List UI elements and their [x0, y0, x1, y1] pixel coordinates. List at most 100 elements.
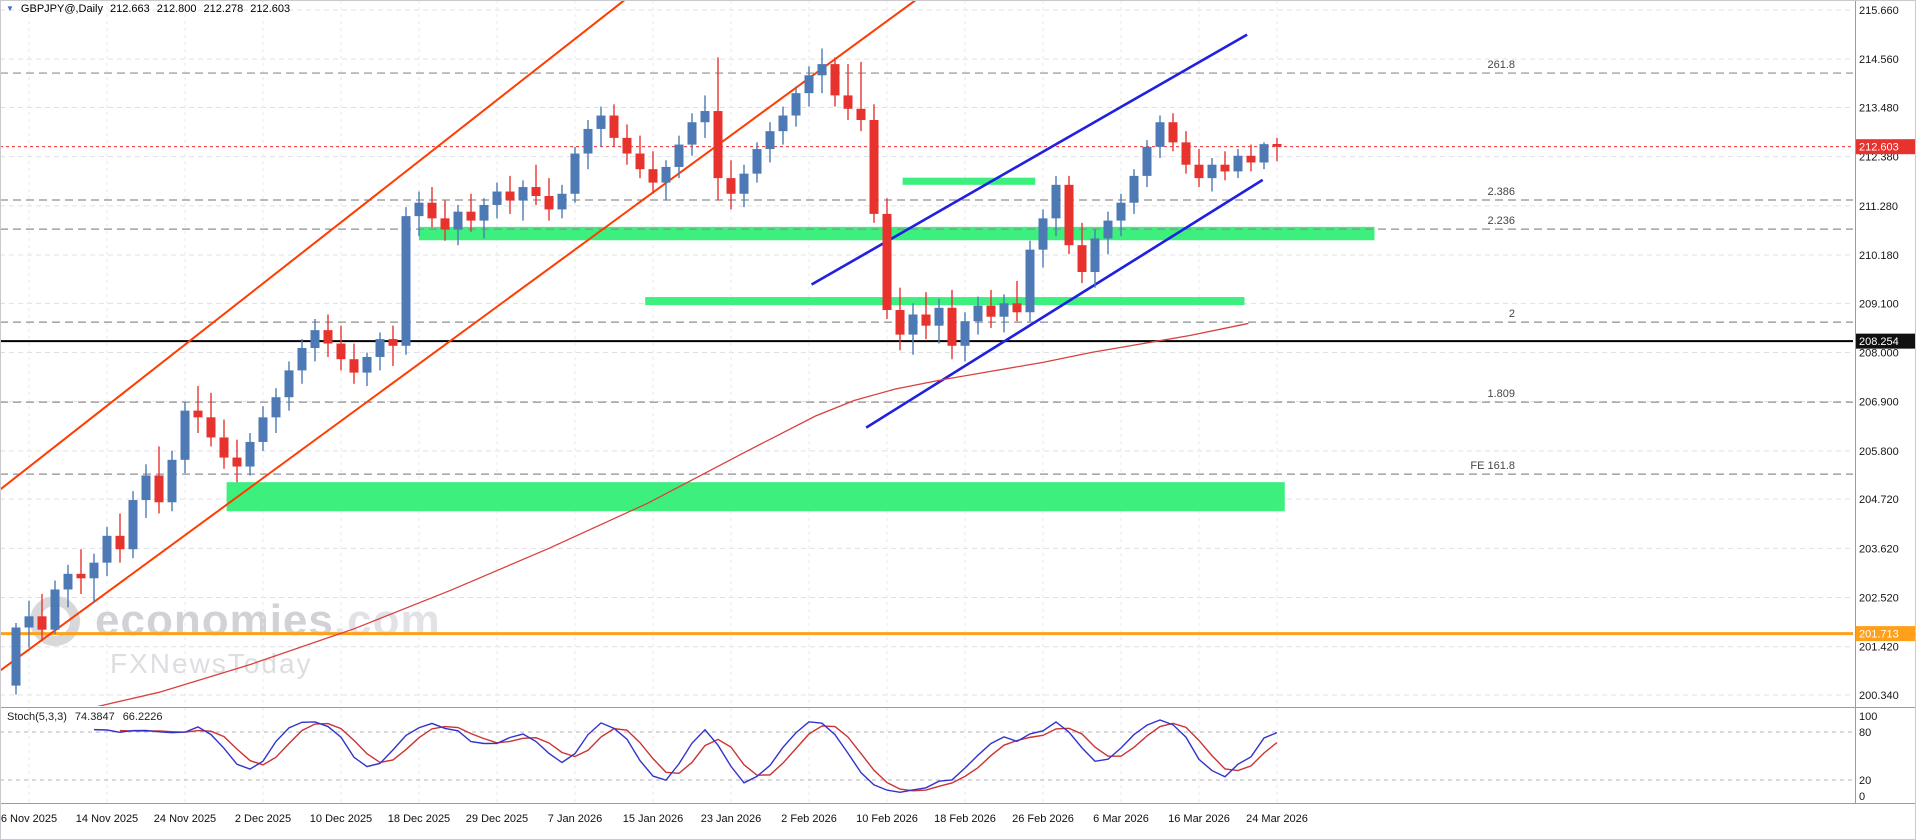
- bear-candle: [1246, 155, 1256, 163]
- bull-candle: [479, 204, 489, 221]
- bull-candle: [128, 500, 138, 550]
- price-tick-label: 210.180: [1859, 250, 1899, 262]
- bull-candle: [141, 475, 151, 501]
- green-zone[interactable]: [226, 482, 1285, 512]
- stoch-panel[interactable]: 100 80 20 0: [0, 711, 1877, 803]
- bear-candle: [388, 339, 398, 346]
- bull-candle: [960, 321, 970, 346]
- fib-level-label: FE 161.8: [1470, 460, 1515, 472]
- green-zone[interactable]: [645, 297, 1245, 306]
- date-tick-label: 10 Dec 2025: [310, 813, 372, 825]
- bull-candle: [453, 211, 463, 230]
- stoch-scale-label: 20: [1859, 775, 1871, 787]
- green-zone[interactable]: [902, 177, 1036, 185]
- bull-candle: [778, 115, 788, 132]
- price-badge-label: 201.713: [1859, 629, 1899, 641]
- stoch-scale-label: 100: [1859, 711, 1877, 723]
- bull-candle: [1129, 175, 1139, 203]
- bull-candle: [973, 305, 983, 322]
- price-tick-label: 204.720: [1859, 494, 1899, 506]
- bull-candle: [310, 330, 320, 349]
- horizontal-lines[interactable]: [0, 146, 1853, 636]
- bear-candle: [206, 417, 216, 438]
- date-tick-label: 6 Nov 2025: [1, 813, 57, 825]
- bear-candle: [505, 191, 515, 201]
- bull-candle: [50, 589, 60, 630]
- bull-candle: [1103, 220, 1113, 239]
- symbol-dropdown-icon[interactable]: ▼: [6, 4, 14, 13]
- date-tick-label: 29 Dec 2025: [466, 813, 528, 825]
- bear-candle: [856, 108, 866, 120]
- date-tick-label: 16 Mar 2026: [1168, 813, 1230, 825]
- bear-candle: [466, 211, 476, 221]
- green-zone[interactable]: [419, 226, 1375, 241]
- bear-candle: [622, 137, 632, 154]
- price-axis[interactable]: 215.660 214.560 213.480 212.380 211.280 210.1…: [1856, 5, 1915, 702]
- bull-candle: [661, 166, 671, 183]
- date-tick-label: 14 Nov 2025: [76, 813, 138, 825]
- blue-trendline[interactable]: [865, 178, 1264, 429]
- bull-candle: [89, 562, 99, 579]
- price-tick-label: 212.380: [1859, 152, 1899, 164]
- bull-candle: [1142, 146, 1152, 176]
- bull-candle: [11, 627, 21, 686]
- bull-candle: [583, 128, 593, 154]
- date-tick-label: 2 Feb 2026: [781, 813, 837, 825]
- date-tick-label: 23 Jan 2026: [701, 813, 762, 825]
- fib-level-label: 261.8: [1487, 59, 1515, 71]
- fib-level-label: 1.809: [1487, 388, 1515, 400]
- bull-candle: [1038, 218, 1048, 250]
- bear-candle: [947, 307, 957, 346]
- ohlc-close: 212.603: [250, 3, 291, 15]
- date-tick-label: 7 Jan 2026: [548, 813, 602, 825]
- trend-channels[interactable]: [0, 0, 1264, 672]
- bear-candle: [986, 305, 996, 317]
- date-tick-label: 10 Feb 2026: [856, 813, 918, 825]
- bear-candle: [349, 359, 359, 373]
- date-axis[interactable]: 6 Nov 2025 14 Nov 2025 24 Nov 2025 2 Dec 20…: [1, 813, 1308, 825]
- bull-candle: [102, 535, 112, 563]
- bull-candle: [245, 441, 255, 467]
- bull-candle: [375, 339, 385, 357]
- bull-candle: [687, 122, 697, 145]
- red-trendline[interactable]: [0, 0, 626, 491]
- bear-candle: [843, 95, 853, 109]
- bull-candle: [700, 111, 710, 123]
- bear-candle: [336, 343, 346, 360]
- price-badge: [1856, 626, 1915, 642]
- bear-candle: [544, 196, 554, 210]
- bear-candle: [1194, 164, 1204, 179]
- red-trendline[interactable]: [0, 0, 917, 672]
- bull-candle: [1259, 144, 1269, 163]
- bull-candle: [908, 314, 918, 335]
- ohlc-open: 212.663: [110, 3, 150, 15]
- bear-candle: [713, 111, 723, 179]
- date-tick-label: 24 Mar 2026: [1246, 813, 1308, 825]
- watermark-brand-text: economies: [95, 596, 334, 645]
- bear-candle: [1220, 164, 1230, 172]
- bear-candle: [323, 330, 333, 344]
- watermark: economies.com FXNewsToday: [30, 596, 441, 680]
- stoch-indicator-label: Stoch(5,3,3) 74.3847 66.2226: [7, 711, 162, 723]
- stoch-name: Stoch(5,3,3): [7, 711, 67, 723]
- ohlc-low: 212.278: [203, 3, 244, 15]
- fib-level-label: 2.236: [1487, 215, 1515, 227]
- price-tick-label: 205.800: [1859, 446, 1899, 458]
- bull-candle: [258, 417, 268, 442]
- bull-candle: [817, 64, 827, 76]
- bear-candle: [1077, 245, 1087, 273]
- bear-candle: [76, 573, 86, 579]
- bull-candle: [739, 173, 749, 194]
- stoch-scale-label: 0: [1859, 791, 1865, 803]
- price-tick-label: 202.520: [1859, 593, 1899, 605]
- stoch-signal-line: [119, 722, 1278, 792]
- price-tick-label: 206.900: [1859, 397, 1899, 409]
- bear-candle: [648, 169, 658, 183]
- date-tick-label: 6 Mar 2026: [1093, 813, 1149, 825]
- supply-demand-zones[interactable]: [226, 177, 1375, 512]
- bull-candle: [167, 459, 177, 503]
- stoch-main-value: 74.3847: [74, 711, 115, 723]
- candles: [11, 48, 1282, 695]
